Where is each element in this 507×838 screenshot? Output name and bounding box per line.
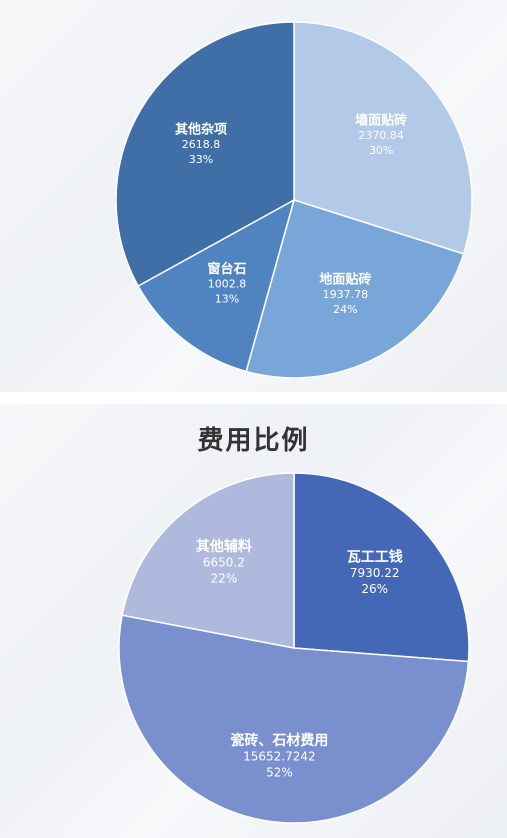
chart-panel-top: 墙面贴砖 2370.84 30% 地面贴砖 1937.78 24% 窗台石 1002.8 13%… — [0, 0, 507, 392]
section-divider — [0, 392, 507, 404]
pie-slice-0 — [293, 472, 470, 663]
chart-title: 费用比例 — [197, 426, 310, 456]
pie-slice-1 — [118, 614, 470, 824]
slice-value-3: 2618.8 — [182, 138, 221, 151]
slice-label-0: 墙面贴砖 — [355, 113, 407, 129]
slice-label-0: 瓦工工钱 — [347, 548, 403, 565]
pie-slices — [118, 472, 470, 824]
pie-slice-1 — [245, 199, 465, 379]
slice-value-0: 7930.22 — [350, 566, 400, 580]
slice-value-0: 2370.84 — [358, 129, 404, 142]
slice-percent-0: 30% — [369, 144, 393, 157]
pie-slice-0 — [293, 21, 473, 255]
chart-panel-bottom: 费用比例 瓦工工钱 7930.22 26% 瓷砖、石材费用 15652.7242 52% 其… — [0, 404, 507, 838]
pie-slice-2 — [137, 198, 296, 373]
slice-percent-2: 22% — [211, 572, 238, 586]
slice-value-1: 15652.7242 — [243, 750, 316, 764]
slice-label-1: 瓷砖、石材费用 — [230, 732, 328, 749]
slice-percent-2: 13% — [215, 293, 239, 306]
slice-label-1: 地面贴砖 — [319, 272, 371, 288]
pie-slice-2 — [121, 472, 295, 649]
slice-label-3: 其他杂项 — [175, 122, 227, 138]
pie-slice-3 — [115, 21, 295, 287]
slice-percent-1: 52% — [266, 766, 293, 780]
pie-slices — [115, 21, 473, 379]
slice-value-2: 1002.8 — [208, 278, 247, 291]
slice-percent-3: 33% — [189, 153, 213, 166]
slice-label-2: 窗台石 — [207, 261, 246, 277]
slice-percent-1: 24% — [333, 303, 357, 316]
slice-percent-0: 26% — [361, 582, 388, 596]
slice-value-1: 1937.78 — [323, 288, 369, 301]
slice-label-2: 其他辅料 — [196, 538, 252, 555]
slice-value-2: 6650.2 — [203, 556, 245, 570]
